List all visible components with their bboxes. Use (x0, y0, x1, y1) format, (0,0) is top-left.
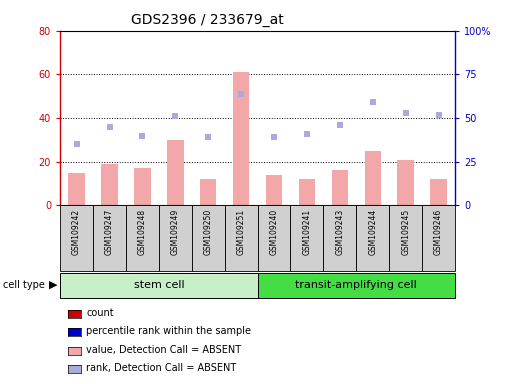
Point (72, 141, 81, 147)
Point (171, 113, 179, 119)
Text: GSM109247: GSM109247 (105, 209, 114, 255)
Bar (167, 140, 184, 205)
Point (270, 134, 278, 141)
Bar (356, 205, 389, 271)
Point (237, 91, 245, 97)
Bar (225, 205, 257, 271)
Bar (389, 205, 422, 271)
Bar (60, 273, 257, 298)
Text: GSM109240: GSM109240 (269, 209, 279, 255)
Text: cell type: cell type (3, 280, 44, 290)
Bar (266, 175, 282, 205)
Bar (257, 273, 455, 298)
Text: GSM109245: GSM109245 (401, 209, 410, 255)
Bar (93, 205, 126, 271)
Text: GSM109241: GSM109241 (302, 209, 311, 255)
Bar (365, 151, 381, 205)
Text: ▶: ▶ (49, 280, 57, 290)
Text: value, Detection Call = ABSENT: value, Detection Call = ABSENT (86, 345, 242, 355)
Text: rank, Detection Call = ABSENT: rank, Detection Call = ABSENT (86, 363, 236, 373)
Text: GSM109250: GSM109250 (204, 209, 213, 255)
Point (369, 99, 377, 106)
Bar (299, 179, 315, 205)
Text: GSM109244: GSM109244 (368, 209, 377, 255)
Text: GSM109246: GSM109246 (434, 209, 443, 255)
Text: GSM109251: GSM109251 (236, 209, 246, 255)
Bar (60, 205, 93, 271)
Bar (397, 160, 414, 205)
Text: transit-amplifying cell: transit-amplifying cell (295, 280, 417, 290)
Bar (332, 170, 348, 205)
Bar (290, 205, 323, 271)
Bar (430, 179, 447, 205)
Bar (69, 173, 85, 205)
Text: count: count (86, 308, 114, 318)
Text: GSM109249: GSM109249 (171, 209, 180, 255)
Bar (323, 205, 356, 271)
Point (336, 122, 344, 128)
Bar (159, 205, 192, 271)
Point (105, 124, 113, 130)
Text: percentile rank within the sample: percentile rank within the sample (86, 326, 251, 336)
Bar (192, 205, 225, 271)
Text: GSM109242: GSM109242 (72, 209, 81, 255)
Point (402, 110, 410, 116)
Point (138, 132, 146, 139)
Bar (422, 205, 455, 271)
Bar (257, 205, 290, 271)
Bar (134, 168, 151, 205)
Bar (200, 179, 217, 205)
Bar (101, 164, 118, 205)
Point (204, 134, 212, 141)
Text: GSM109243: GSM109243 (335, 209, 344, 255)
Text: stem cell: stem cell (133, 280, 184, 290)
Point (435, 111, 443, 118)
Text: GDS2396 / 233679_at: GDS2396 / 233679_at (131, 13, 283, 27)
Bar (126, 205, 159, 271)
Point (303, 131, 311, 137)
Text: GSM109248: GSM109248 (138, 209, 147, 255)
Bar (233, 72, 249, 205)
